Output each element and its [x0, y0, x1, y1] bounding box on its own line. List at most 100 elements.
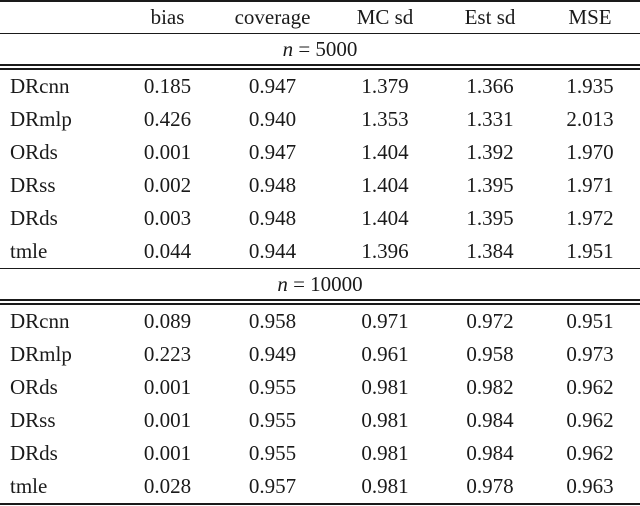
value-cell: 0.957: [248, 474, 297, 498]
value-cell: 1.379: [361, 74, 409, 98]
table-row: DRss 0.001 0.955 0.981 0.984 0.962: [0, 404, 640, 437]
value-cell: 1.935: [566, 74, 614, 98]
value-cell: 0.961: [361, 342, 409, 366]
table-row: DRmlp 0.426 0.940 1.353 1.331 2.013: [0, 103, 640, 136]
value-cell: 0.089: [143, 309, 192, 333]
value-cell: 0.981: [361, 474, 409, 498]
value-cell: 0.948: [248, 173, 297, 197]
section-header-row: n = 5000: [0, 33, 640, 70]
value-cell: 1.404: [361, 206, 409, 230]
section-title-variable: n: [277, 272, 288, 296]
column-header-mse: MSE: [568, 5, 612, 29]
value-cell: 0.002: [143, 173, 192, 197]
value-cell: 0.955: [248, 375, 297, 399]
value-cell: 1.353: [361, 107, 409, 131]
value-cell: 0.949: [248, 342, 297, 366]
value-cell: 0.962: [566, 408, 614, 432]
value-cell: 0.044: [143, 239, 192, 263]
section-title: n = 10000: [0, 268, 640, 305]
table-row: DRds 0.001 0.955 0.981 0.984 0.962: [0, 437, 640, 470]
value-cell: 1.392: [466, 140, 514, 164]
value-cell: 0.955: [248, 441, 297, 465]
value-cell: 0.426: [143, 107, 192, 131]
value-cell: 0.984: [466, 408, 514, 432]
table-row: DRcnn 0.185 0.947 1.379 1.366 1.935: [0, 67, 640, 103]
value-cell: 0.981: [361, 441, 409, 465]
value-cell: 0.223: [143, 342, 192, 366]
value-cell: 0.951: [566, 309, 614, 333]
estimator-label: ORds: [10, 375, 58, 399]
value-cell: 1.395: [466, 173, 514, 197]
table-row: ORds 0.001 0.955 0.981 0.982 0.962: [0, 371, 640, 404]
estimator-label: DRss: [10, 408, 56, 432]
estimator-label: DRcnn: [10, 309, 70, 333]
value-cell: 0.028: [143, 474, 192, 498]
table-row: DRmlp 0.223 0.949 0.961 0.958 0.973: [0, 338, 640, 371]
value-cell: 0.947: [248, 140, 297, 164]
value-cell: 0.981: [361, 375, 409, 399]
value-cell: 0.982: [466, 375, 514, 399]
value-cell: 0.003: [143, 206, 192, 230]
table-row: DRss 0.002 0.948 1.404 1.395 1.971: [0, 169, 640, 202]
value-cell: 0.947: [248, 74, 297, 98]
section-title: n = 5000: [0, 33, 640, 70]
column-header-coverage: coverage: [234, 5, 311, 29]
estimator-label: DRcnn: [10, 74, 70, 98]
value-cell: 0.001: [143, 140, 192, 164]
value-cell: 1.972: [566, 206, 614, 230]
value-cell: 1.971: [566, 173, 614, 197]
value-cell: 0.944: [248, 239, 297, 263]
value-cell: 0.955: [248, 408, 297, 432]
estimator-label: DRss: [10, 173, 56, 197]
estimator-label: DRmlp: [10, 107, 72, 131]
value-cell: 0.958: [466, 342, 514, 366]
estimator-label: DRds: [10, 441, 58, 465]
estimator-label: ORds: [10, 140, 58, 164]
value-cell: 0.971: [361, 309, 409, 333]
value-cell: 0.001: [143, 375, 192, 399]
value-cell: 0.948: [248, 206, 297, 230]
value-cell: 0.001: [143, 441, 192, 465]
table-row: ORds 0.001 0.947 1.404 1.392 1.970: [0, 136, 640, 169]
estimator-label: DRds: [10, 206, 58, 230]
value-cell: 0.001: [143, 408, 192, 432]
value-cell: 1.970: [566, 140, 614, 164]
column-header-empty: [0, 1, 120, 34]
estimator-label: tmle: [10, 474, 48, 498]
table-row: DRds 0.003 0.948 1.404 1.395 1.972: [0, 202, 640, 235]
value-cell: 0.963: [566, 474, 614, 498]
column-header-est-sd: Est sd: [464, 5, 516, 29]
value-cell: 0.958: [248, 309, 297, 333]
value-cell: 0.972: [466, 309, 514, 333]
value-cell: 1.366: [466, 74, 514, 98]
section-title-value: = 5000: [293, 37, 358, 61]
section-header-row: n = 10000: [0, 268, 640, 305]
table-row: DRcnn 0.089 0.958 0.971 0.972 0.951: [0, 302, 640, 338]
value-cell: 0.973: [566, 342, 614, 366]
section-title-value: = 10000: [287, 272, 363, 296]
value-cell: 0.962: [566, 375, 614, 399]
value-cell: 1.384: [466, 239, 514, 263]
value-cell: 0.185: [143, 74, 192, 98]
value-cell: 2.013: [566, 107, 614, 131]
value-cell: 0.981: [361, 408, 409, 432]
value-cell: 1.404: [361, 173, 409, 197]
column-header-mc-sd: MC sd: [356, 5, 414, 29]
estimator-label: tmle: [10, 239, 48, 263]
value-cell: 1.404: [361, 140, 409, 164]
value-cell: 1.951: [566, 239, 614, 263]
section-title-variable: n: [282, 37, 294, 61]
table-row: tmle 0.028 0.957 0.981 0.978 0.963: [0, 470, 640, 504]
value-cell: 1.395: [466, 206, 514, 230]
value-cell: 0.940: [248, 107, 297, 131]
value-cell: 1.396: [361, 239, 409, 263]
table-row: tmle 0.044 0.944 1.396 1.384 1.951: [0, 235, 640, 269]
value-cell: 0.984: [466, 441, 514, 465]
column-header-bias: bias: [150, 5, 185, 29]
value-cell: 0.978: [466, 474, 514, 498]
value-cell: 1.331: [466, 107, 514, 131]
estimator-label: DRmlp: [10, 342, 72, 366]
value-cell: 0.962: [566, 441, 614, 465]
